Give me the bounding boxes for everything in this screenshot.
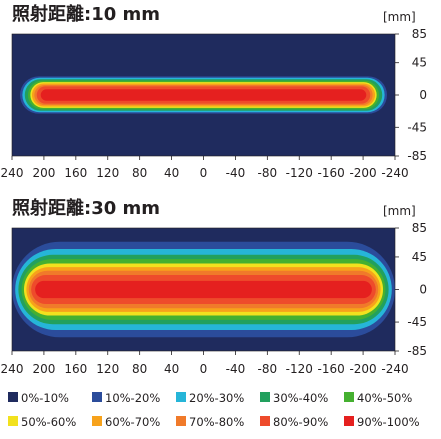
x-tick-label: 80: [132, 362, 147, 376]
x-tick-label: -160: [318, 166, 345, 180]
legend-item: 90%-100%: [344, 415, 420, 429]
x-tick-label: -40: [226, 166, 246, 180]
x-tick-label: -200: [349, 166, 376, 180]
legend-swatch: [8, 416, 18, 426]
legend-label: 90%-100%: [357, 415, 420, 429]
x-tick-label: -120: [286, 362, 313, 376]
legend-swatch: [260, 392, 270, 402]
x-tick-label: 120: [96, 166, 119, 180]
legend-swatch: [92, 392, 102, 402]
x-tick-label: 40: [164, 362, 179, 376]
legend-swatch: [176, 416, 186, 426]
x-tick-label: 80: [132, 166, 147, 180]
unit-label: [mm]: [383, 204, 416, 218]
y-tick-label: 45: [412, 56, 427, 70]
y-tick-label: -85: [407, 149, 427, 163]
legend-item: 0%-10%: [8, 391, 69, 405]
x-tick-label: -80: [258, 166, 278, 180]
legend-label: 50%-60%: [21, 415, 76, 429]
x-tick-label: 0: [200, 362, 208, 376]
chart-panel-2: 照射距離:30 mm [mm] 240 200 160 120 80 40 0 -40 -80 -12…: [1, 197, 427, 376]
legend-label: 70%-80%: [189, 415, 244, 429]
chart-panel-1: 照射距離:10 mm [mm] 240 200 160 120 80 40 0 -40 -80 -12…: [1, 3, 427, 180]
legend-label: 60%-70%: [105, 415, 160, 429]
y-tick-label: 85: [412, 27, 427, 41]
x-tick-label: -200: [349, 362, 376, 376]
legend-item: 20%-30%: [176, 391, 244, 405]
x-tick-label: 240: [1, 362, 24, 376]
legend-swatch: [344, 392, 354, 402]
legend-swatch: [176, 392, 186, 402]
x-tick-label: -80: [258, 362, 278, 376]
legend-label: 20%-30%: [189, 391, 244, 405]
x-tick-label: 160: [64, 362, 87, 376]
legend-item: 60%-70%: [92, 415, 160, 429]
legend-item: 70%-80%: [176, 415, 244, 429]
y-tick-label: -45: [407, 315, 427, 329]
y-tick-label: 0: [419, 88, 427, 102]
y-tick-label: 0: [419, 283, 427, 297]
legend-item: 30%-40%: [260, 391, 328, 405]
chart-title: 照射距離:30 mm: [12, 197, 160, 219]
legend-swatch: [260, 416, 270, 426]
intensity-bands: [19, 76, 388, 114]
legend-swatch: [344, 416, 354, 426]
unit-label: [mm]: [383, 10, 416, 24]
x-tick-label: -240: [381, 362, 408, 376]
legend-item: 40%-50%: [344, 391, 412, 405]
intensity-bands: [12, 241, 395, 338]
legend-label: 0%-10%: [21, 391, 69, 405]
x-tick-label: 160: [64, 166, 87, 180]
x-tick-label: -240: [381, 166, 408, 180]
x-tick-label: 0: [200, 166, 208, 180]
legend-item: 10%-20%: [92, 391, 160, 405]
y-tick-label: -45: [407, 120, 427, 134]
legend-swatch: [8, 392, 18, 402]
x-tick-label: 240: [1, 166, 24, 180]
legend-swatch: [92, 416, 102, 426]
y-tick-label: 45: [412, 250, 427, 264]
legend-item: 50%-60%: [8, 415, 76, 429]
y-tick-label: -85: [407, 344, 427, 358]
chart-title: 照射距離:10 mm: [12, 3, 160, 25]
legend-label: 40%-50%: [357, 391, 412, 405]
legend: 0%-10% 10%-20% 20%-30% 30%-40% 40%-50% 50%-60…: [8, 391, 420, 429]
y-tick-label: 85: [412, 221, 427, 235]
legend-label: 30%-40%: [273, 391, 328, 405]
x-tick-label: 200: [32, 362, 55, 376]
legend-item: 80%-90%: [260, 415, 328, 429]
legend-label: 10%-20%: [105, 391, 160, 405]
x-tick-label: -120: [286, 166, 313, 180]
x-tick-label: 120: [96, 362, 119, 376]
intensity-band-90pct-100pct: [40, 89, 367, 101]
legend-label: 80%-90%: [273, 415, 328, 429]
x-tick-label: 200: [32, 166, 55, 180]
x-tick-label: -160: [318, 362, 345, 376]
x-tick-label: -40: [226, 362, 246, 376]
x-tick-label: 40: [164, 166, 179, 180]
intensity-band-90pct-100pct: [35, 280, 372, 299]
